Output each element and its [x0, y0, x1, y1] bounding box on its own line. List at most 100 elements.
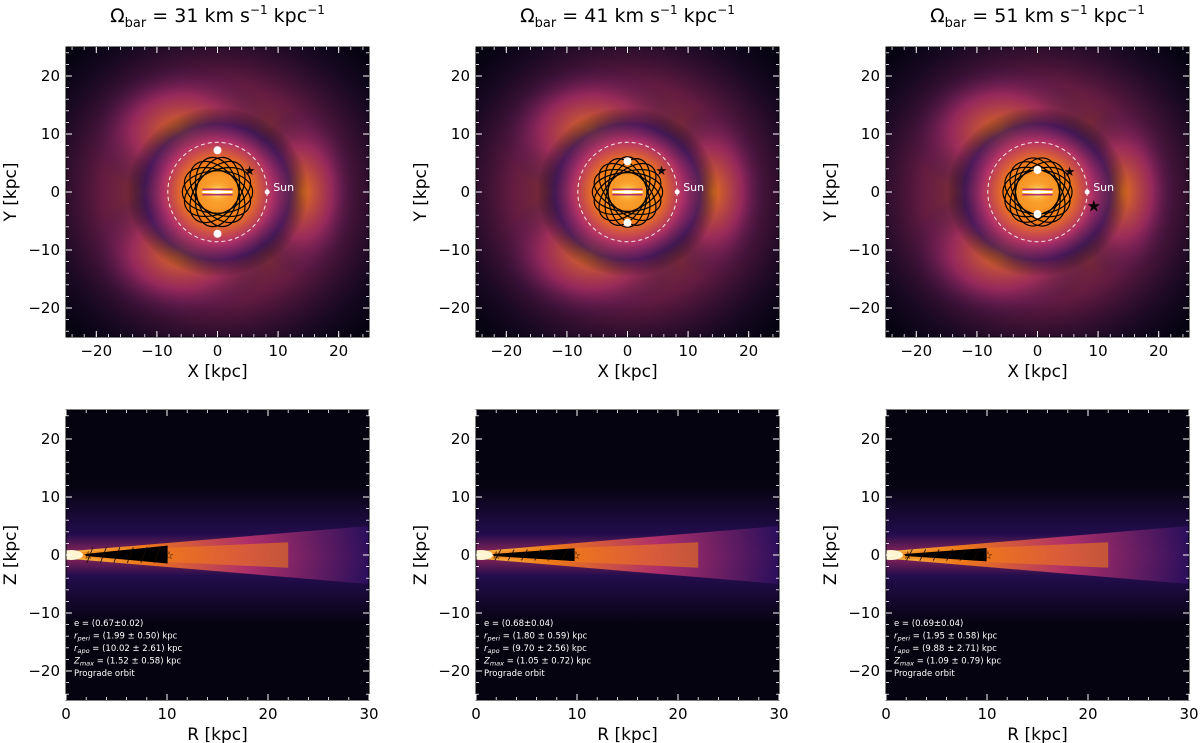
stat-value: = (1.80 ± 0.59) kpc [500, 632, 588, 642]
orbit-path [1009, 161, 1066, 223]
title-part: = 31 km s [146, 5, 250, 27]
x-tick-label: 20 [258, 705, 277, 723]
bulge-core [66, 550, 84, 560]
rz-orbit-trace [507, 549, 515, 561]
rz-orbit-trace [140, 547, 148, 563]
x-tick-label: 30 [769, 705, 788, 723]
stat-value: = (10.02 ± 2.61) kpc [90, 644, 183, 654]
bar-line [1022, 191, 1053, 193]
rz-image: ☆ ☆ e = (0.68±0.04) rperi = (1.80 ± 0.59) k… [476, 410, 779, 700]
x-tick-label: 10 [1089, 342, 1108, 360]
y-tick-label: 10 [41, 488, 60, 506]
orbit-path [1014, 157, 1061, 227]
rz-panel: ☆ ☆ e = (0.68±0.04) rperi = (1.80 ± 0.59) k… [411, 409, 789, 743]
y-tick-label: 10 [451, 125, 470, 143]
rz-orbit [85, 545, 168, 564]
x-tick-label: −20 [80, 342, 112, 360]
orbit-path [189, 160, 246, 224]
y-tick-label: 10 [861, 488, 880, 506]
y-tick-label: −10 [848, 241, 880, 259]
stat-orbit-type: Prograde orbit [74, 669, 135, 679]
title-part: kpc [1088, 5, 1128, 27]
rz-orbit-trace [946, 549, 953, 561]
x-tick-label: 0 [471, 705, 481, 723]
x-tick-label: 30 [359, 705, 378, 723]
stat-value: = (1.95 ± 0.58) kpc [910, 632, 998, 642]
title-part: −1 [717, 3, 735, 17]
y-tick-label: 10 [41, 125, 60, 143]
orbit-star: ★ [1088, 199, 1100, 214]
x-axis-label: X [kpc] [597, 362, 657, 382]
y-tick-label: −10 [28, 241, 60, 259]
stat-subscript: max [490, 660, 504, 668]
stat-subscript: apo [488, 647, 500, 655]
orbit-path [593, 168, 662, 216]
xy-panel: ★ Sun −20 −10 0 10 20 −20 −10 0 10 20 X [kpc] Y [kpc] [1, 46, 370, 382]
rz-star-start: ☆ [903, 549, 913, 562]
stat-symbol: Z [73, 657, 80, 667]
stat-symbol: r [74, 632, 78, 642]
sun-marker [674, 189, 680, 195]
x-tick-label: 0 [61, 705, 71, 723]
y-tick-label: 0 [460, 183, 470, 201]
orbit-path [1014, 157, 1061, 227]
sun-label: Sun [273, 181, 294, 194]
stat-subscript: apo [78, 647, 90, 655]
x-axis-label: R [kpc] [1007, 725, 1067, 743]
x-axis-label: X [kpc] [1007, 362, 1067, 382]
orbit-path [604, 158, 651, 226]
stat-value: = (1.99 ± 0.50) kpc [90, 632, 178, 642]
orbit-star: ★ [1064, 165, 1076, 180]
xy-image: ★ Sun [66, 47, 369, 337]
y-axis-label: Z [kpc] [411, 525, 431, 585]
stat-value: = (1.52 ± 0.58) kpc [94, 657, 182, 667]
y-tick-label: −20 [848, 662, 880, 680]
orbit-path [593, 168, 662, 216]
title-part: = 41 km s [556, 5, 660, 27]
y-tick-label: 20 [451, 430, 470, 448]
rz-orbit-trace [113, 547, 121, 563]
stat-rperi: rperi = (1.80 ± 0.59) kpc [484, 632, 588, 643]
marker-dot [623, 218, 632, 227]
title-part: = 51 km s [966, 5, 1070, 27]
x-tick-label: 20 [1078, 705, 1097, 723]
stat-e: e = (0.67±0.02) [74, 619, 143, 629]
panel-title: Ωbar = 31 km s−1 kpc−1 [110, 3, 325, 31]
x-tick-label: 10 [269, 342, 288, 360]
stat-rapo: rapo = (10.02 ± 2.61) kpc [74, 644, 183, 655]
orbit-star: ★ [656, 164, 668, 179]
rz-orbit-trace [494, 549, 502, 561]
rz-orbit [493, 548, 575, 562]
stat-e: e = (0.69±0.04) [894, 619, 963, 629]
rz-panel: ☆ ☆ e = (0.69±0.04) rperi = (1.95 ± 0.58) k… [821, 409, 1199, 743]
orbit-path [1009, 161, 1066, 223]
y-axis-label: Y [kpc] [1, 162, 21, 222]
x-tick-label: 0 [623, 342, 633, 360]
marker-dot [1033, 165, 1042, 174]
rz-star-start: ☆ [83, 549, 93, 562]
sun-label: Sun [683, 181, 704, 194]
x-tick-label: 30 [1179, 705, 1198, 723]
x-tick-label: 10 [679, 342, 698, 360]
stat-rapo: rapo = (9.88 ± 2.71) kpc [894, 644, 997, 655]
y-tick-label: −20 [848, 299, 880, 317]
bar-line [202, 194, 233, 196]
rz-orbit-trace [126, 547, 134, 563]
y-tick-label: 20 [861, 430, 880, 448]
stat-subscript: peri [897, 635, 911, 643]
y-axis-label: Z [kpc] [1, 525, 21, 585]
stat-symbol: r [484, 632, 488, 642]
stat-value: = (1.09 ± 0.79) kpc [914, 657, 1002, 667]
rz-orbit-trace [534, 549, 542, 561]
disk-inner [476, 542, 699, 568]
rz-orbit-trace [560, 549, 568, 561]
rz-image: ☆ ☆ e = (0.69±0.04) rperi = (1.95 ± 0.58) k… [886, 410, 1189, 700]
y-tick-label: 0 [50, 546, 60, 564]
stat-subscript: max [900, 660, 914, 668]
title-part: bar [535, 16, 557, 31]
x-tick-label: 20 [739, 342, 758, 360]
title-part: Ω [930, 5, 945, 27]
y-tick-label: 20 [451, 67, 470, 85]
stat-symbol: r [74, 644, 78, 654]
